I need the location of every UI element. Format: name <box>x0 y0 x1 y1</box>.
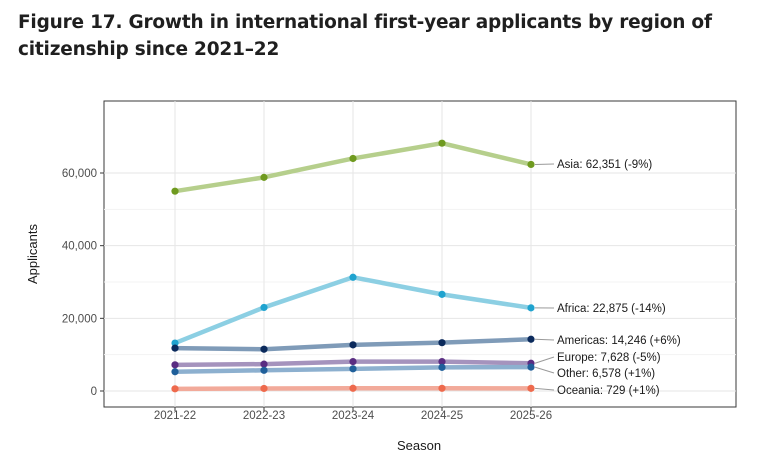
data-point-asia <box>260 173 268 181</box>
end-label-americas: Americas: 14,246 (+6%) <box>557 335 681 347</box>
data-point-europe <box>171 361 179 369</box>
data-point-africa <box>527 304 535 312</box>
series-lines <box>171 139 535 393</box>
x-tick-label: 2023-24 <box>332 410 375 422</box>
y-axis-title: Applicants <box>25 224 40 284</box>
data-point-oceania <box>527 384 535 392</box>
data-point-other <box>171 368 179 376</box>
data-point-americas <box>527 335 535 343</box>
figure-title: Figure 17. Growth in international first… <box>18 12 712 60</box>
y-tick-label: 40,000 <box>62 241 97 253</box>
end-label-oceania: Oceania: 729 (+1%) <box>557 385 660 397</box>
data-point-asia <box>527 160 535 169</box>
data-point-other <box>438 363 446 371</box>
data-point-americas <box>438 339 446 347</box>
y-tick-label: 20,000 <box>62 313 97 325</box>
end-labels: Asia: 62,351 (-9%) Africa: 22,875 (-14%) A… <box>534 159 681 397</box>
data-point-africa <box>349 273 357 281</box>
data-point-africa <box>260 303 268 312</box>
data-point-other <box>349 365 357 373</box>
data-point-africa <box>438 290 446 298</box>
end-label-africa: Africa: 22,875 (-14%) <box>557 303 666 315</box>
data-point-other <box>527 363 535 371</box>
y-tick-label: 0 <box>91 386 97 398</box>
data-point-africa <box>171 339 179 347</box>
x-tick-label: 2022-23 <box>243 410 285 422</box>
label-leader-line <box>534 366 555 374</box>
label-leader-line <box>534 387 555 391</box>
data-point-oceania <box>438 384 446 392</box>
end-label-europe: Europe: 7,628 (-5%) <box>557 352 661 364</box>
data-point-europe <box>260 360 268 368</box>
plot-panel <box>103 100 737 408</box>
label-leader-line <box>534 338 555 341</box>
data-point-asia <box>438 139 446 147</box>
end-label-asia: Asia: 62,351 (-9%) <box>557 159 652 171</box>
grid-lines <box>104 101 736 407</box>
data-point-oceania <box>349 384 357 392</box>
data-point-asia <box>171 187 179 195</box>
data-point-asia <box>349 154 357 163</box>
data-point-americas <box>260 345 268 353</box>
data-point-europe <box>349 357 357 366</box>
data-point-oceania <box>260 384 268 393</box>
data-point-oceania <box>171 385 179 393</box>
x-tick-label: 2025-26 <box>510 410 552 422</box>
data-point-other <box>260 366 268 374</box>
data-point-americas <box>349 341 357 349</box>
x-tick-label: 2024-25 <box>421 410 463 422</box>
x-axis-title: Season <box>397 438 441 453</box>
axis-ticks: 0 20,000 40,000 60,000 2021-22 2022-23 2023-24… <box>62 168 552 422</box>
data-point-europe <box>438 357 446 366</box>
end-label-other: Other: 6,578 (+1%) <box>557 368 655 380</box>
data-point-americas <box>171 344 179 352</box>
x-tick-label: 2021-22 <box>154 410 196 422</box>
y-tick-label: 60,000 <box>62 168 97 180</box>
label-leader-line <box>534 356 555 364</box>
